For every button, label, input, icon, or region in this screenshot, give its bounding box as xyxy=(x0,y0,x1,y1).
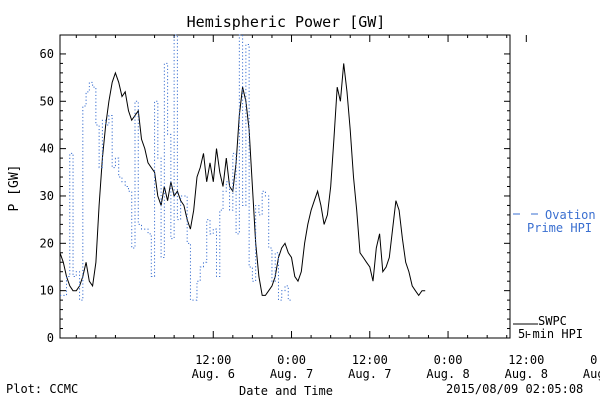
x-tick-date-label: Aug. 8 xyxy=(505,367,548,381)
y-tick-label: 10 xyxy=(40,284,54,298)
x-tick-date-label: Aug. 8 xyxy=(426,367,469,381)
legend-ovation-label-line2: Prime HPI xyxy=(527,221,592,235)
chart-title: Hemispheric Power [GW] xyxy=(187,13,386,31)
x-tick-time-label: 12:00 xyxy=(352,353,388,367)
x-tick-date-label: Aug. 7 xyxy=(348,367,391,381)
legend-swpc-label-line1: SWPC xyxy=(538,314,567,328)
footer-credit: Plot: CCMC xyxy=(6,382,79,396)
y-tick-label: 0 xyxy=(47,331,54,345)
footer-timestamp: 2015/08/09 02:05:08 xyxy=(446,382,584,396)
x-tick-time-label: 12:00 xyxy=(508,353,544,367)
x-tick-time-label: 0:00 xyxy=(590,353,600,367)
x-tick-date-label: Aug. 9 xyxy=(583,367,600,381)
y-tick-label: 40 xyxy=(40,142,54,156)
y-axis: 0 10 20 30 40 50 60 xyxy=(40,47,510,345)
legend-swpc-label-line2: 5-min HPI xyxy=(518,327,583,341)
x-tick-time-label: 12:00 xyxy=(195,353,231,367)
x-axis-label: Date and Time xyxy=(239,384,333,398)
x-tick-time-label: 0:00 xyxy=(434,353,463,367)
x-tick-time-label: 0:00 xyxy=(277,353,306,367)
x-tick-date-label: Aug. 7 xyxy=(270,367,313,381)
y-tick-label: 50 xyxy=(40,94,54,108)
series-swpc xyxy=(59,63,426,297)
y-tick-label: 30 xyxy=(40,189,54,203)
y-tick-label: 20 xyxy=(40,236,54,250)
y-tick-label: 60 xyxy=(40,47,54,61)
series-ovation-prime xyxy=(60,34,293,301)
legend-ovation-label-line1: Ovation xyxy=(545,208,596,222)
series-layer xyxy=(59,34,426,301)
x-tick-date-label: Aug. 6 xyxy=(192,367,235,381)
y-axis-label: P [GW] xyxy=(7,165,22,212)
